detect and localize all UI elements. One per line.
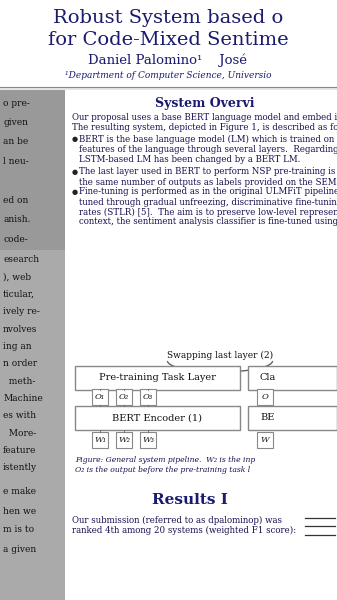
Text: O₁: O₁ (95, 393, 105, 401)
Bar (0, 480, 65, 600)
Text: Figure: General system pipeline.  W₂ is the inp: Figure: General system pipeline. W₂ is t… (75, 456, 255, 464)
Text: given: given (3, 118, 28, 127)
Bar (0, 250, 65, 480)
Text: O: O (262, 393, 269, 401)
FancyBboxPatch shape (75, 406, 240, 430)
Text: Machine: Machine (3, 394, 43, 403)
Text: l neu-: l neu- (3, 157, 29, 166)
Text: the same number of outputs as labels provided on the SEMEŸ: the same number of outputs as labels pro… (79, 176, 337, 187)
FancyBboxPatch shape (140, 389, 156, 405)
Text: code-: code- (3, 235, 28, 244)
FancyBboxPatch shape (248, 406, 337, 430)
Text: o pre-: o pre- (3, 98, 30, 107)
Text: esearch: esearch (3, 256, 39, 265)
Text: ●: ● (72, 169, 78, 175)
Text: W₃: W₃ (142, 436, 154, 444)
Text: es with: es with (3, 411, 36, 420)
Text: Fine-tuning is performed as in the original ULMFiT pipeline.: Fine-tuning is performed as in the origi… (79, 187, 337, 196)
Text: ively re-: ively re- (3, 307, 40, 316)
FancyBboxPatch shape (92, 389, 108, 405)
Text: BE: BE (260, 413, 274, 422)
FancyBboxPatch shape (257, 389, 273, 405)
FancyBboxPatch shape (257, 432, 273, 448)
Text: istently: istently (3, 463, 37, 472)
FancyBboxPatch shape (248, 366, 337, 390)
Text: O₂: O₂ (119, 393, 129, 401)
Text: features of the language through several layers.  Regarding the: features of the language through several… (79, 145, 337, 154)
Text: Daniel Palomino¹    José: Daniel Palomino¹ José (89, 53, 247, 67)
FancyBboxPatch shape (116, 389, 132, 405)
Text: The last layer used in BERT to perform NSP pre-training is c: The last layer used in BERT to perform N… (79, 167, 337, 176)
Text: ing an: ing an (3, 342, 32, 351)
Text: m is to: m is to (3, 526, 34, 535)
Text: O₃: O₃ (143, 393, 153, 401)
Text: context, the sentiment analysis classifier is fine-tuned using th: context, the sentiment analysis classifi… (79, 217, 337, 226)
Text: feature: feature (3, 446, 36, 455)
Text: W: W (261, 436, 269, 444)
Text: Results I: Results I (152, 493, 228, 507)
Text: meth-: meth- (3, 377, 35, 386)
Text: for Code-Mixed Sentime: for Code-Mixed Sentime (48, 31, 288, 49)
Text: Our submission (referred to as ​dpalominop​) was: Our submission (referred to as ​dpalomin… (72, 515, 282, 524)
Text: O₂ is the output before the pre-training task l: O₂ is the output before the pre-training… (75, 466, 250, 474)
Text: BERT is the base language model (LM) which is trained on a: BERT is the base language model (LM) whi… (79, 134, 337, 143)
Text: tuned through gradual unfreezing, discriminative fine-tuning (: tuned through gradual unfreezing, discri… (79, 197, 337, 206)
Text: an be: an be (3, 137, 28, 146)
Text: ticular,: ticular, (3, 290, 35, 299)
Text: rates (STLR) [5].  The aim is to preserve low-level representat: rates (STLR) [5]. The aim is to preserve… (79, 208, 337, 217)
Text: W₂: W₂ (118, 436, 130, 444)
Text: e make: e make (3, 487, 36, 497)
FancyBboxPatch shape (75, 366, 240, 390)
Text: ed on: ed on (3, 196, 28, 205)
Text: ), web: ), web (3, 273, 31, 282)
Text: nvolves: nvolves (3, 325, 37, 334)
Text: ●: ● (72, 136, 78, 142)
Text: LSTM-based LM has been changed by a BERT LM.: LSTM-based LM has been changed by a BERT… (79, 154, 300, 163)
Text: Pre-training Task Layer: Pre-training Task Layer (99, 373, 216, 383)
Text: System Overvi: System Overvi (155, 97, 255, 109)
Text: ●: ● (72, 189, 78, 195)
Text: Robust System based o: Robust System based o (53, 9, 283, 27)
Text: a given: a given (3, 545, 36, 553)
FancyBboxPatch shape (92, 432, 108, 448)
Text: W₁: W₁ (94, 436, 106, 444)
Text: ranked 4th among 20 systems (weighted F1 score):: ranked 4th among 20 systems (weighted F1… (72, 526, 296, 535)
Text: anish.: anish. (3, 215, 31, 224)
Text: hen we: hen we (3, 506, 36, 515)
FancyBboxPatch shape (140, 432, 156, 448)
Text: BERT Encoder (1): BERT Encoder (1) (113, 413, 203, 422)
Text: Swapping last layer (2): Swapping last layer (2) (167, 350, 273, 359)
Text: Cla: Cla (260, 373, 276, 383)
Bar (0, 90, 65, 250)
Text: n order: n order (3, 359, 37, 368)
Text: ¹Department of Computer Science, Universio: ¹Department of Computer Science, Univers… (65, 70, 271, 79)
Text: Our proposal uses a base BERT language model and embed it w: Our proposal uses a base BERT language m… (72, 113, 337, 121)
FancyBboxPatch shape (116, 432, 132, 448)
Text: More-: More- (3, 428, 36, 437)
Text: The resulting system, depicted in Figure 1, is described as follo: The resulting system, depicted in Figure… (72, 122, 337, 131)
